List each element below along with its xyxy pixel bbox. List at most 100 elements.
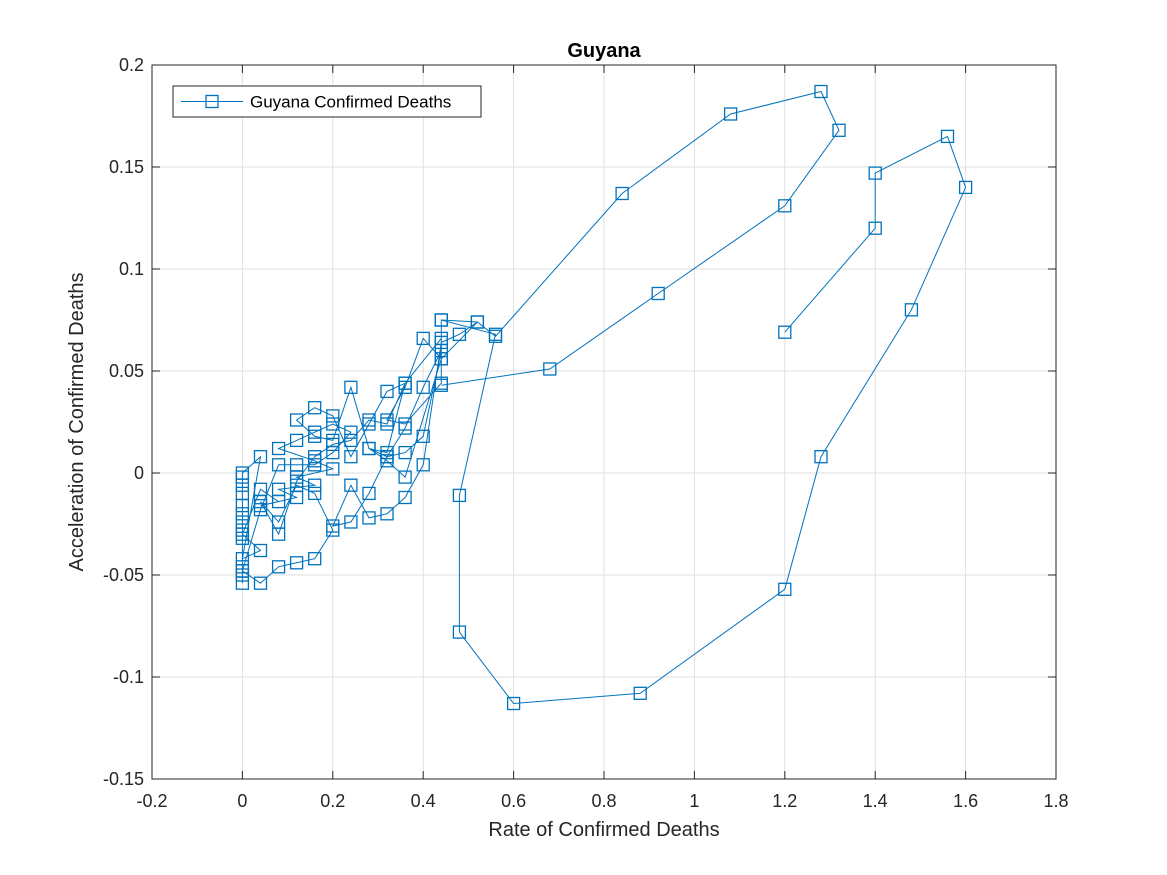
data-point-marker: [344, 380, 358, 394]
data-point-marker: [814, 84, 828, 99]
data-point-marker: [832, 123, 846, 137]
data-point-marker: [289, 474, 304, 488]
data-point-marker: [778, 325, 792, 339]
data-point-marker: [416, 380, 430, 394]
data-point-marker: [452, 327, 467, 341]
data-point-marker: [416, 429, 430, 443]
legend-entry-label: Guyana Confirmed Deaths: [250, 93, 451, 112]
y-tick-label: 0.2: [119, 55, 144, 75]
chart-title: Guyana: [567, 40, 641, 62]
data-point-marker: [543, 362, 557, 376]
data-point-marker: [326, 462, 340, 476]
data-point-marker: [398, 445, 412, 460]
data-point-marker: [253, 543, 268, 558]
data-point-marker: [344, 433, 358, 448]
data-point-marker: [633, 686, 647, 700]
data-point-marker: [380, 507, 394, 521]
data-point-marker: [868, 166, 882, 180]
data-point-marker: [253, 450, 268, 464]
data-point-marker: [308, 450, 322, 464]
y-tick-label: 0.05: [109, 361, 144, 381]
data-point-marker: [778, 582, 792, 596]
y-tick-label: 0.1: [119, 259, 144, 279]
data-point-marker: [253, 576, 268, 590]
data-point-marker: [958, 180, 973, 195]
y-tick-label: 0.15: [109, 157, 144, 177]
data-point-marker: [308, 458, 322, 472]
data-point-marker: [289, 413, 304, 427]
x-tick-label: 0.4: [411, 791, 436, 811]
data-point-marker: [416, 331, 430, 346]
data-point-marker: [434, 331, 448, 346]
data-point-marker: [253, 494, 268, 509]
data-point-marker: [398, 376, 412, 390]
data-point-marker: [308, 552, 322, 566]
x-tick-label: 0.8: [591, 791, 616, 811]
x-tick-label: 0: [237, 791, 247, 811]
data-point-marker: [398, 417, 412, 431]
data-point-marker: [398, 470, 412, 484]
ticks: -0.2 0 0.2 0.4 0.6 0.8 1 1.2 1.4 1.6 1.8 -0.15 -0.1 -…: [103, 55, 1069, 811]
y-tick-label: -0.05: [103, 565, 144, 585]
data-point-marker: [326, 519, 340, 533]
data-point-marker: [235, 564, 250, 578]
data-point-marker: [235, 527, 250, 541]
data-point-marker: [289, 556, 304, 570]
data-point-marker: [380, 413, 394, 427]
data-point-marker: [723, 107, 738, 121]
data-point-marker: [362, 441, 376, 456]
x-axis-label: Rate of Confirmed Deaths: [488, 819, 719, 841]
x-tick-label: 1.6: [953, 791, 978, 811]
legend-marker-square: [205, 94, 219, 109]
data-point-marker: [344, 515, 358, 529]
data-point-marker: [253, 503, 268, 517]
data-point-marker: [235, 486, 250, 501]
data-point-marker: [470, 315, 485, 329]
data-point-marker: [308, 486, 322, 501]
data-point-marker: [308, 478, 322, 492]
data-point-marker: [235, 466, 250, 480]
data-point-marker: [271, 560, 286, 574]
x-tick-label: 1.8: [1043, 791, 1068, 811]
data-point-marker: [904, 303, 919, 317]
data-point-marker: [506, 696, 521, 711]
data-point-marker: [380, 454, 394, 468]
data-point-marker: [289, 433, 304, 448]
data-point-marker: [271, 527, 286, 541]
data-point-marker: [488, 329, 503, 343]
data-point-marker: [868, 221, 882, 235]
data-point-marker: [416, 458, 430, 472]
data-layer: [235, 84, 973, 711]
y-tick-label: -0.15: [103, 769, 144, 789]
data-point-marker: [326, 417, 340, 431]
data-point-marker: [308, 401, 322, 415]
data-point-marker: [615, 186, 629, 201]
data-point-marker: [344, 450, 358, 464]
data-point-marker: [235, 507, 250, 521]
x-tick-label: 1.2: [772, 791, 797, 811]
y-tick-label: -0.1: [113, 667, 144, 687]
data-point-marker: [326, 433, 340, 448]
data-point-marker: [289, 458, 304, 472]
x-tick-label: 1: [689, 791, 699, 811]
data-point-marker: [651, 286, 665, 301]
data-point-marker: [452, 625, 467, 639]
y-axis-label: Acceleration of Confirmed Deaths: [66, 272, 88, 571]
data-point-marker: [398, 490, 412, 505]
series-line: [241, 135, 967, 705]
data-point-marker: [362, 486, 376, 501]
data-point-marker: [434, 378, 448, 392]
x-tick-label: 0.2: [320, 791, 345, 811]
x-tick-label: 0.6: [501, 791, 526, 811]
data-point-marker: [380, 384, 394, 399]
data-point-marker: [940, 129, 955, 144]
x-tick-label: 1.4: [863, 791, 888, 811]
data-point-marker: [308, 429, 322, 443]
data-point-marker: [434, 313, 448, 327]
data-point-marker: [344, 425, 358, 439]
data-point-marker: [362, 511, 376, 525]
data-point-marker: [344, 478, 358, 492]
data-point-marker: [778, 199, 792, 213]
data-point-marker: [326, 409, 340, 423]
